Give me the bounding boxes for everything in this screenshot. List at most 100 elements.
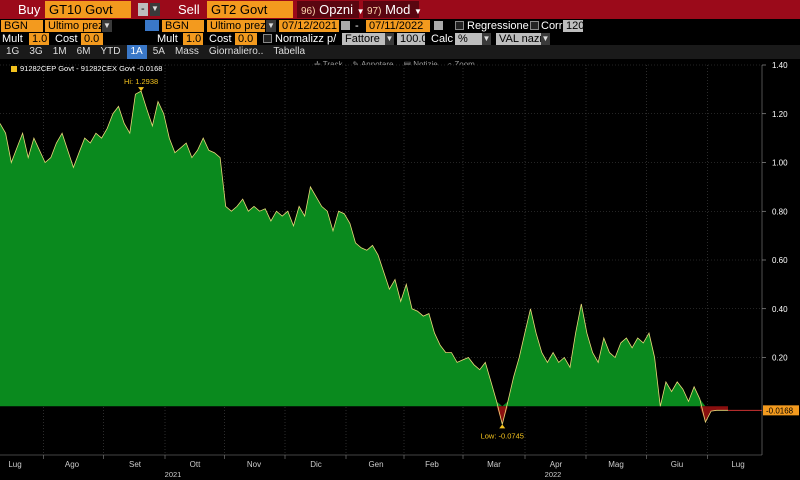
track-tool[interactable]: ✛ Track xyxy=(314,60,343,69)
tab-table[interactable]: Tabella xyxy=(273,46,306,57)
cost2-label: Cost xyxy=(209,33,232,45)
x-tick-label: Giu xyxy=(671,460,683,469)
date-to-input[interactable]: 07/11/2022 xyxy=(366,20,430,32)
options-label: Opzni xyxy=(319,2,354,17)
x-tick-label: Mar xyxy=(487,460,501,469)
normalize-label: Normalizz p/ xyxy=(275,33,337,45)
tab-ytd[interactable]: YTD xyxy=(100,46,121,57)
corr-checkbox[interactable] xyxy=(530,21,539,30)
x-tick-label: Lug xyxy=(8,460,21,469)
tab-6m[interactable]: 6M xyxy=(76,46,91,57)
tab-1g[interactable]: 1G xyxy=(6,46,20,57)
mult1-label: Mult xyxy=(2,33,23,45)
x-tick-label: Ott xyxy=(190,460,201,469)
chevron-down-icon: ▼ xyxy=(356,7,365,16)
chevron-down-icon[interactable]: ▼ xyxy=(482,33,491,45)
tab-mass[interactable]: Mass xyxy=(174,46,199,57)
chevron-down-icon[interactable]: ▼ xyxy=(150,3,160,16)
field2-select[interactable]: Ultimo prez xyxy=(207,20,266,32)
buy-ticker-input[interactable]: GT10 Govt xyxy=(45,1,131,18)
chevron-down-icon[interactable]: ▼ xyxy=(385,33,394,45)
series-line xyxy=(0,90,728,425)
hi-marker xyxy=(138,87,145,92)
spread-chart[interactable]: 1.40 1.20 1.00 0.80 0.60 0.40 0.20 -0.0168 Lug A… xyxy=(0,59,800,480)
positive-area xyxy=(0,91,728,407)
year-label: 2021 xyxy=(165,470,182,479)
hi-label: Hi: 1.2938 xyxy=(124,77,158,86)
x-tick-label: Apr xyxy=(550,460,563,469)
factor-number-input[interactable]: 100.0 xyxy=(397,33,428,45)
x-tick-label: Lug xyxy=(731,460,744,469)
chevron-down-icon[interactable]: ▼ xyxy=(102,20,112,32)
x-tick-label: Set xyxy=(129,460,142,469)
date-separator: - xyxy=(355,20,359,32)
y-tick-label: 0.80 xyxy=(772,207,788,216)
low-label: Low: -0.0745 xyxy=(481,431,524,440)
chevron-down-icon: ▼ xyxy=(414,7,422,16)
last-value-badge xyxy=(763,405,799,416)
chart-area xyxy=(0,90,762,425)
options-button[interactable]: 96) Opzni ▼ xyxy=(297,1,365,18)
mult1-input[interactable]: 1.0 xyxy=(29,33,49,45)
mult2-input[interactable]: 1.0 xyxy=(183,33,203,45)
swap-icon[interactable] xyxy=(145,20,159,31)
field1-select[interactable]: Ultimo prez xyxy=(45,20,104,32)
news-tool[interactable]: ▤ Notizie xyxy=(403,60,438,69)
y-tick-label: 0.20 xyxy=(772,354,788,363)
period-tabs: 1G 3G 1M 6M YTD 1A 5A Mass Giornaliero..… xyxy=(2,45,309,59)
zoom-label: Zoom xyxy=(454,60,475,69)
low-marker xyxy=(499,424,506,429)
regression-checkbox[interactable] xyxy=(455,21,464,30)
corr-value-input[interactable]: 120 xyxy=(563,20,584,32)
tab-5a[interactable]: 5A xyxy=(152,46,165,57)
x-tick-label: Ago xyxy=(65,460,80,469)
calc-label: Calc xyxy=(431,33,454,45)
source1-input[interactable]: BGN xyxy=(1,20,43,32)
corr-label: Corr xyxy=(541,20,563,32)
calendar-icon[interactable] xyxy=(341,21,350,30)
x-tick-label: Feb xyxy=(425,460,439,469)
legend-swatch xyxy=(11,66,17,72)
tab-daily[interactable]: Giornaliero.. xyxy=(208,46,264,57)
modify-button[interactable]: 97) Mod ▼ xyxy=(363,1,422,18)
currency-select[interactable]: VAL nazn xyxy=(496,33,550,45)
modify-number: 97) xyxy=(367,6,382,17)
y-tick-label: 0.60 xyxy=(772,256,788,265)
mult2-label: Mult xyxy=(157,33,178,45)
tab-3g[interactable]: 3G xyxy=(29,46,43,57)
options-number: 96) xyxy=(301,6,316,17)
chart-tools: ✛ Track ✎ Annotare ▤ Notizie ⌕ Zoom xyxy=(314,60,475,70)
cost1-label: Cost xyxy=(55,33,78,45)
annotate-label: Annotare xyxy=(360,60,394,69)
y-tick-label: 1.40 xyxy=(772,61,788,70)
x-axis: Lug Ago Set Ott Nov Dic Gen Feb Mar Apr Mag Giu Lug 2… xyxy=(0,454,800,480)
normalize-checkbox[interactable] xyxy=(263,34,272,43)
chevron-down-icon[interactable]: ▼ xyxy=(541,33,550,45)
sell-ticker-input[interactable]: GT2 Govt xyxy=(207,1,293,18)
cost2-input[interactable]: 0.0 xyxy=(235,33,257,45)
tab-1a[interactable]: 1A xyxy=(126,45,147,59)
buy-side-select[interactable]: - xyxy=(138,3,148,16)
year-label: 2022 xyxy=(545,470,562,479)
calendar-icon[interactable] xyxy=(434,21,443,30)
modify-label: Mod xyxy=(385,2,411,17)
annotate-tool[interactable]: ✎ Annotare xyxy=(352,60,394,69)
chevron-down-icon[interactable]: ▼ xyxy=(266,20,276,32)
period-tabs-bar xyxy=(0,45,800,59)
chart-annotations: Hi: 1.2938 Low: -0.0745 xyxy=(124,77,524,440)
regression-label: Regressione xyxy=(467,20,529,32)
y-tick-label: 0.40 xyxy=(772,305,788,314)
x-tick-label: Mag xyxy=(608,460,624,469)
factor-select[interactable]: Fattore xyxy=(342,33,394,45)
y-tick-label: 1.00 xyxy=(772,159,788,168)
tab-1m[interactable]: 1M xyxy=(52,46,67,57)
zoom-tool[interactable]: ⌕ Zoom xyxy=(447,60,475,69)
date-from-input[interactable]: 07/12/2021 xyxy=(279,20,339,32)
source2-input[interactable]: BGN xyxy=(162,20,204,32)
y-axis: 1.40 1.20 1.00 0.80 0.60 0.40 0.20 -0.0168 xyxy=(761,59,800,480)
last-value-label: -0.0168 xyxy=(766,406,794,415)
x-tick-label: Gen xyxy=(368,460,383,469)
cost1-input[interactable]: 0.0 xyxy=(81,33,103,45)
chart-legend: 91282CEP Govt - 91282CEX Govt -0.0168 xyxy=(20,64,163,73)
buy-label: Buy xyxy=(18,2,41,17)
